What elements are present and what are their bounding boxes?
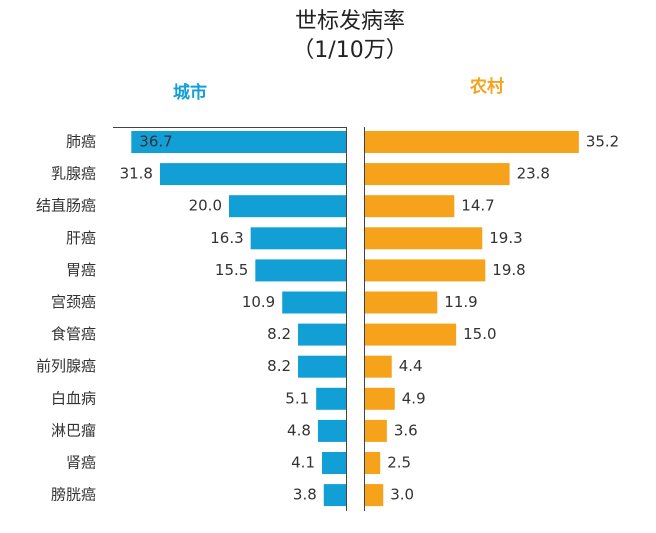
bar	[250, 227, 346, 250]
value-label: 10.9	[242, 293, 275, 311]
category-label: 膀胱癌	[51, 486, 96, 504]
value-label: 23.8	[517, 165, 550, 183]
bar	[365, 387, 395, 410]
value-label: 20.0	[189, 197, 222, 215]
value-label: 16.3	[210, 229, 243, 247]
bar	[365, 131, 579, 153]
bar	[365, 195, 455, 218]
value-label: 3.0	[390, 486, 414, 504]
value-label: 3.8	[293, 486, 317, 504]
value-label: 5.1	[285, 389, 309, 407]
value-label: 4.4	[399, 357, 423, 375]
value-label: 4.8	[287, 421, 311, 439]
bar	[365, 484, 384, 507]
value-label: 19.8	[492, 261, 525, 279]
bar	[323, 484, 346, 507]
bar	[365, 419, 387, 442]
bar	[365, 355, 392, 378]
bar	[282, 291, 346, 314]
value-label: 31.8	[120, 165, 153, 183]
value-label: 35.2	[586, 133, 619, 151]
value-label: 8.2	[267, 357, 291, 375]
value-label: 8.2	[267, 325, 291, 343]
value-label: 15.0	[463, 325, 496, 343]
bar	[322, 452, 346, 474]
value-label: 14.7	[461, 197, 494, 215]
value-label: 36.7	[139, 133, 172, 151]
bar	[131, 131, 346, 153]
bar	[159, 163, 346, 186]
value-label: 19.3	[489, 229, 522, 247]
category-label: 乳腺癌	[51, 165, 96, 183]
value-label: 2.5	[387, 454, 411, 472]
bar	[365, 259, 486, 282]
bar	[298, 355, 346, 378]
value-label: 3.6	[394, 421, 418, 439]
value-label: 15.5	[215, 261, 248, 279]
bar	[255, 259, 346, 282]
category-label: 淋巴瘤	[51, 421, 96, 439]
bar	[365, 323, 457, 346]
value-label: 11.9	[444, 293, 477, 311]
bar	[317, 419, 346, 442]
bar	[365, 227, 483, 250]
bar	[365, 291, 438, 314]
bar	[365, 452, 381, 474]
category-label: 白血病	[51, 389, 96, 407]
legend-label: 农村	[469, 76, 504, 97]
bar	[365, 163, 510, 186]
value-label: 4.9	[402, 389, 426, 407]
category-label: 前列腺癌	[36, 357, 96, 375]
category-label: 食管癌	[51, 325, 96, 343]
category-label: 肾癌	[66, 454, 96, 472]
chart-subtitle: （1/10万）	[292, 38, 407, 63]
legend-label: 城市	[173, 82, 207, 103]
bar	[316, 387, 346, 410]
value-label: 4.1	[291, 454, 315, 472]
category-label: 肝癌	[66, 229, 96, 247]
category-label: 结直肠癌	[36, 197, 96, 215]
bar	[229, 195, 346, 218]
bar	[298, 323, 346, 346]
category-label: 胃癌	[66, 261, 96, 279]
category-label: 宫颈癌	[51, 293, 96, 311]
chart-title: 世标发病率	[295, 9, 405, 34]
category-label: 肺癌	[66, 133, 96, 151]
